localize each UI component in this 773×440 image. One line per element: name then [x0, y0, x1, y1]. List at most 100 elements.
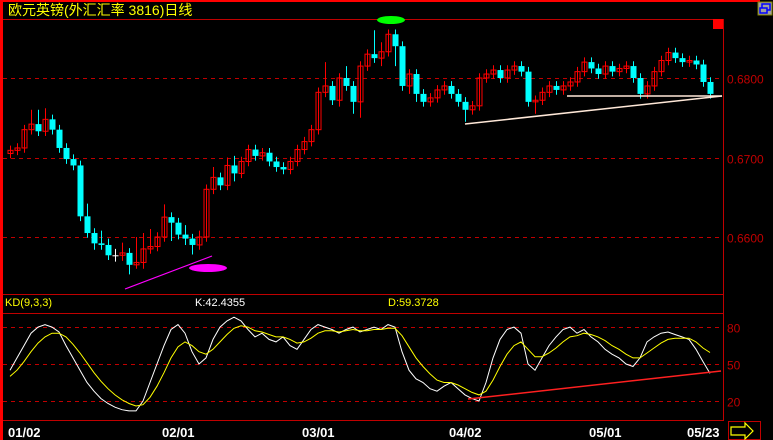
- candle: [189, 233, 196, 255]
- candle: [574, 66, 581, 87]
- candle: [203, 184, 210, 242]
- candle-body: [539, 91, 546, 101]
- candle: [168, 212, 175, 241]
- candle-body: [357, 65, 364, 103]
- candle-body: [532, 99, 539, 103]
- candle: [357, 61, 364, 118]
- candle-body: [217, 177, 224, 186]
- kd-tick-label: 20: [727, 396, 741, 410]
- candle-body: [224, 164, 231, 186]
- candle-body: [427, 97, 434, 103]
- candle-body: [686, 60, 693, 63]
- candle: [686, 55, 693, 67]
- candle-body: [308, 129, 315, 143]
- candle: [238, 156, 245, 179]
- candle: [217, 172, 224, 191]
- candle-body: [511, 65, 518, 71]
- candle: [105, 238, 112, 261]
- candle-body: [301, 141, 308, 151]
- date-tick-label: 02/01: [162, 425, 195, 440]
- date-tick-label: 01/02: [8, 425, 41, 440]
- candle: [476, 73, 483, 111]
- candle-body: [497, 70, 504, 78]
- candle: [21, 124, 28, 153]
- kd-tick-label: 80: [727, 322, 741, 336]
- candle: [7, 145, 14, 159]
- candle-body: [581, 61, 588, 73]
- candle: [56, 124, 63, 153]
- candle-body: [105, 244, 112, 256]
- candle: [469, 101, 476, 115]
- candle: [392, 29, 399, 67]
- candle-body: [574, 71, 581, 83]
- candle-body: [21, 129, 28, 149]
- candle: [259, 147, 266, 161]
- candle: [364, 49, 371, 71]
- candle: [63, 143, 70, 164]
- candle-body: [133, 261, 140, 266]
- date-tick-label: 04/02: [449, 425, 482, 440]
- candle-body: [490, 69, 497, 75]
- candle-body: [637, 78, 644, 94]
- candle-body: [49, 119, 56, 130]
- candle: [154, 232, 161, 252]
- red-square-marker: [713, 19, 723, 29]
- candle: [266, 147, 273, 167]
- candle-body: [336, 77, 343, 101]
- candle-body: [392, 34, 399, 47]
- candle-body: [602, 65, 609, 75]
- candle-body: [630, 66, 637, 78]
- candle-body: [385, 33, 392, 53]
- candle: [658, 55, 665, 77]
- candle: [518, 61, 525, 77]
- candle: [651, 66, 658, 91]
- magenta-marker: [189, 264, 227, 272]
- k-value: K:42.4355: [195, 297, 245, 309]
- candle-body: [287, 160, 294, 170]
- candle: [539, 87, 546, 106]
- candle: [637, 73, 644, 99]
- restore-window-icon[interactable]: [757, 1, 773, 16]
- candle-body: [406, 73, 413, 87]
- bottom-trendline: [124, 255, 213, 290]
- candle-body: [203, 188, 210, 238]
- candle: [693, 55, 700, 70]
- candle: [140, 233, 147, 269]
- candle-body: [609, 66, 616, 72]
- candle-body: [651, 71, 658, 87]
- candle-body: [322, 85, 329, 93]
- candle-body: [504, 69, 511, 79]
- candle-body: [98, 243, 105, 245]
- arrow-right-icon: [730, 421, 754, 440]
- chart-title: 欧元英镑(外汇汇率 3816)日线: [8, 2, 192, 18]
- green-marker: [377, 16, 405, 24]
- candle-body: [119, 252, 126, 256]
- candle-body: [196, 236, 203, 246]
- candle: [630, 61, 637, 83]
- candle: [315, 87, 322, 135]
- candle-body: [567, 81, 574, 87]
- candle: [490, 65, 497, 79]
- candle: [210, 167, 217, 195]
- candle: [196, 230, 203, 250]
- date-tick-label: 05/23: [687, 425, 720, 440]
- candle-body: [315, 91, 322, 131]
- candle: [308, 124, 315, 147]
- candle: [420, 89, 427, 107]
- candle: [378, 42, 385, 67]
- candle-body: [140, 248, 147, 263]
- candle: [385, 29, 392, 57]
- candle: [581, 57, 588, 77]
- candle-body: [273, 161, 280, 168]
- price-tick-label: 0.6800: [727, 73, 764, 87]
- candle: [35, 109, 42, 137]
- candle: [322, 62, 329, 98]
- candle: [546, 81, 553, 98]
- candle-body: [56, 129, 63, 148]
- candle: [329, 81, 336, 106]
- candle-body: [462, 101, 469, 110]
- candle: [448, 81, 455, 99]
- candle: [434, 85, 441, 103]
- candle: [98, 230, 105, 250]
- candle-body: [182, 234, 189, 239]
